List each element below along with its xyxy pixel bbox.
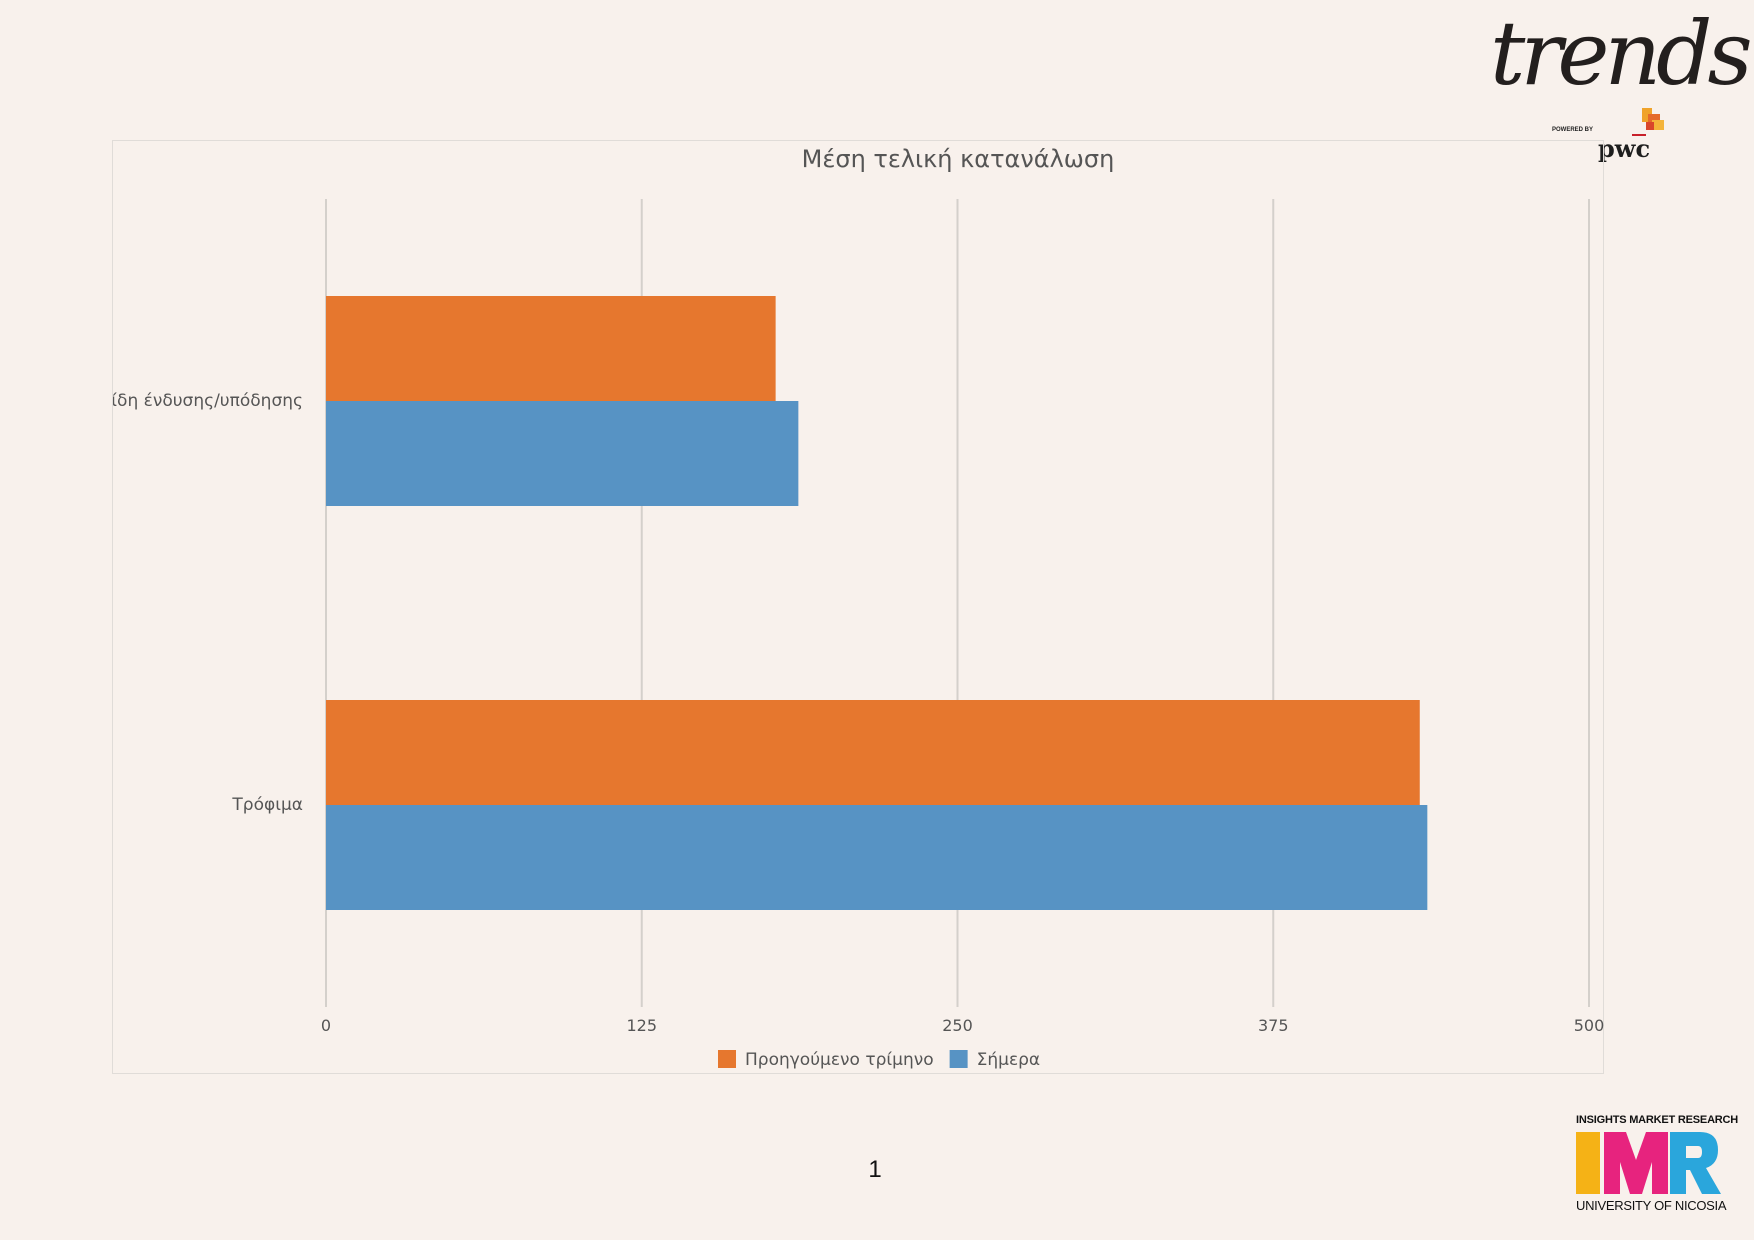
- bars: [326, 296, 1428, 910]
- trends-pwc-logo: trends POWERED BY pwc: [1480, 10, 1753, 170]
- bar-chart: Μέση τελική κατανάλωση Είδη ένδυσης/υπόδ…: [113, 145, 1604, 1070]
- x-tick-label: 0: [321, 1016, 331, 1035]
- x-tick-label: 500: [1574, 1016, 1605, 1035]
- bar: [326, 805, 1428, 910]
- trends-logo-text: trends: [1490, 2, 1753, 105]
- chart-frame: Μέση τελική κατανάλωση Είδη ένδυσης/υπόδ…: [112, 140, 1604, 1074]
- imr-letters-icon: [1576, 1132, 1721, 1194]
- category-labels: Είδη ένδυσης/υπόδησης Τρόφιμα: [113, 391, 303, 815]
- x-tick-label: 125: [626, 1016, 657, 1035]
- chart-title: Μέση τελική κατανάλωση: [802, 145, 1115, 173]
- bar: [326, 296, 776, 401]
- category-label: Είδη ένδυσης/υπόδησης: [113, 391, 303, 411]
- imr-tagline-top: INSIGHTS MARKET RESEARCH: [1576, 1114, 1739, 1126]
- legend-swatch: [949, 1050, 968, 1068]
- legend-label: Προηγούμενο τρίμηνο: [745, 1050, 934, 1070]
- imr-tagline-bottom: UNIVERSITY OF NICOSIA: [1576, 1198, 1727, 1213]
- powered-by-label: POWERED BY: [1552, 127, 1594, 133]
- x-tick-label: 375: [1258, 1016, 1289, 1035]
- legend: Προηγούμενο τρίμηνο Σήμερα: [718, 1050, 1040, 1070]
- x-tick-labels: 0 125 250 375 500: [321, 1016, 1604, 1035]
- legend-label: Σήμερα: [977, 1050, 1041, 1070]
- pwc-mark-icon: [1632, 108, 1664, 136]
- pwc-logo-text: pwc: [1598, 134, 1651, 163]
- bar: [326, 700, 1420, 805]
- imr-logo: INSIGHTS MARKET RESEARCH UNIVERSITY OF N…: [1576, 1114, 1738, 1214]
- page-number: 1: [868, 1156, 882, 1183]
- legend-swatch: [718, 1050, 736, 1068]
- category-label: Τρόφιμα: [231, 795, 303, 815]
- bar: [326, 401, 799, 506]
- x-tick-label: 250: [942, 1016, 973, 1035]
